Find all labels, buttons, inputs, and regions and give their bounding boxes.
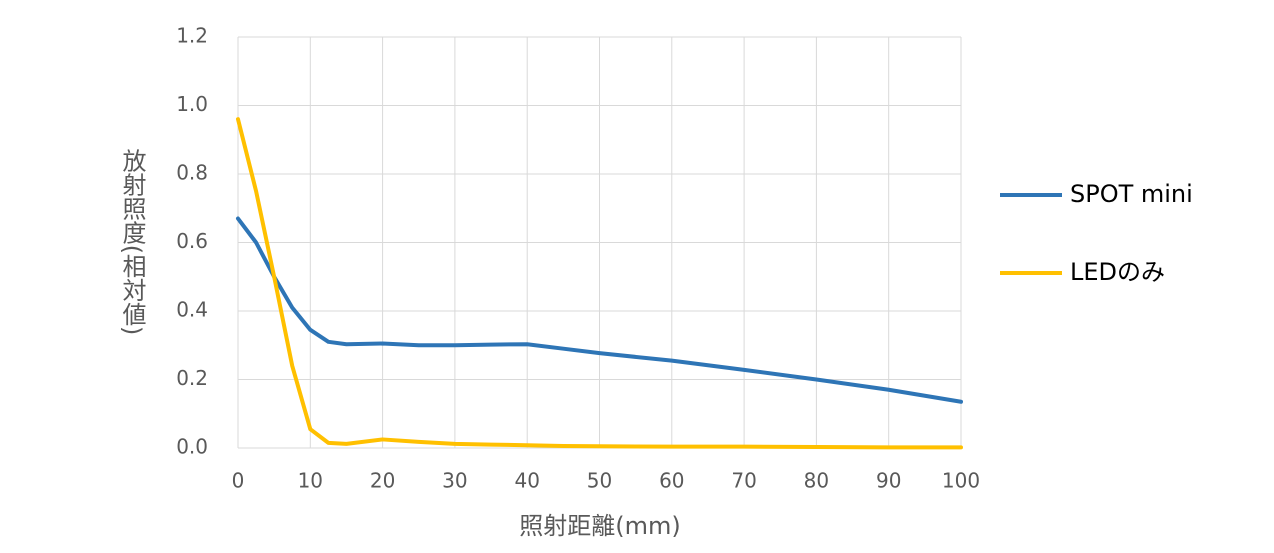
x-axis-label: 照射距離(mm) xyxy=(519,512,680,540)
x-tick-label: 50 xyxy=(587,469,612,493)
x-tick-label: 70 xyxy=(731,469,756,493)
x-tick-label: 80 xyxy=(804,469,829,493)
x-tick-label: 60 xyxy=(659,469,684,493)
x-tick-label: 40 xyxy=(514,469,539,493)
series-line xyxy=(236,117,963,450)
x-tick-label: 90 xyxy=(876,469,901,493)
y-tick-label: 0.0 xyxy=(176,435,208,459)
y-axis-label: 放射照度(相対値) xyxy=(118,149,146,336)
x-tick-label: 20 xyxy=(370,469,395,493)
y-tick-label: 1.0 xyxy=(176,92,208,116)
x-tick-label: 30 xyxy=(442,469,467,493)
y-tick-label: 0.2 xyxy=(176,366,208,390)
x-tick-label: 0 xyxy=(232,469,245,493)
x-tick-label: 100 xyxy=(942,469,980,493)
y-tick-label: 1.2 xyxy=(176,24,208,48)
legend-label: LEDのみ xyxy=(1070,258,1165,286)
series-line xyxy=(236,216,963,404)
x-tick-label: 10 xyxy=(298,469,323,493)
y-tick-label: 0.6 xyxy=(176,229,208,253)
legend-label: SPOT mini xyxy=(1070,180,1193,208)
y-tick-label: 0.8 xyxy=(176,161,208,185)
y-tick-label: 0.4 xyxy=(176,298,208,322)
